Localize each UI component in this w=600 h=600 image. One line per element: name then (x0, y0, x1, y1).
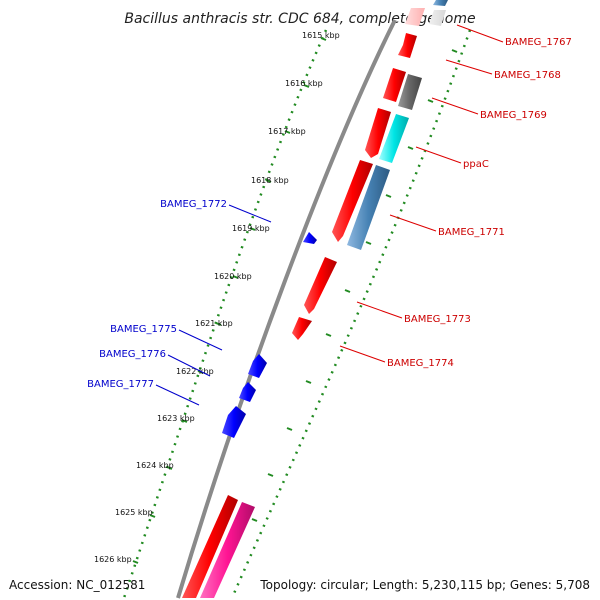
gene-bameg-1769[interactable] (365, 108, 391, 158)
gene-bameg-1777[interactable] (222, 406, 246, 438)
gene-label-bameg-1771[interactable]: BAMEG_1771 (438, 227, 505, 238)
tick-labels: 1615 kbp 1616 kbp 1617 kbp 1618 kbp 1619… (94, 31, 340, 564)
gene-bameg-1772[interactable] (303, 232, 317, 244)
tick-marks (132, 37, 327, 564)
leader-bameg-1776 (167, 354, 211, 377)
tick-mark (132, 560, 139, 564)
tick-mark (407, 146, 414, 150)
leader-ppac (415, 146, 462, 164)
leader-bameg-1772 (228, 204, 272, 223)
tick-mark (249, 227, 256, 231)
tick-label: 1626 kbp (94, 555, 132, 564)
tick-label: 1623 kbp (157, 414, 195, 423)
leader-bameg-1777 (155, 384, 200, 406)
gene-label-bameg-1777[interactable]: BAMEG_1777 (87, 379, 154, 390)
tick-label: 1625 kbp (115, 508, 153, 517)
feature-misc-bottom[interactable] (200, 502, 255, 598)
tick-mark (325, 333, 332, 337)
reverse-gene-labels: BAMEG_1772 BAMEG_1775 BAMEG_1776 BAMEG_1… (87, 199, 227, 390)
feature-ppac-trna[interactable] (379, 114, 409, 163)
faded-feature (429, 10, 446, 26)
outer-tick-ring (230, 29, 472, 599)
tick-label: 1618 kbp (251, 176, 289, 185)
leader-bameg-1775 (178, 329, 223, 351)
tick-mark (344, 289, 351, 293)
map-title: Bacillus anthracis str. CDC 684, complet… (124, 11, 475, 27)
genome-backbone (176, 19, 397, 599)
tick-label: 1619 kbp (232, 224, 270, 233)
tick-mark (305, 380, 312, 384)
tick-mark (251, 518, 258, 522)
gene-label-ppac[interactable]: ppaC (463, 159, 489, 170)
feature-bameg-1768-pseudo[interactable] (398, 74, 422, 110)
faded-gene-bameg-1767[interactable] (405, 8, 425, 26)
tick-label: 1621 kbp (195, 319, 233, 328)
leader-bameg-1771 (389, 214, 437, 232)
gene-label-bameg-1767[interactable]: BAMEG_1767 (505, 37, 572, 48)
genome-stats-text: Topology: circular; Length: 5,230,115 bp… (260, 578, 590, 592)
gene-bameg-1771[interactable] (332, 160, 373, 242)
inner-tick-ring (122, 29, 328, 599)
tick-mark (451, 49, 458, 53)
forward-leader-lines (339, 24, 504, 363)
tick-mark (197, 370, 204, 374)
gene-bameg-1776[interactable] (239, 382, 256, 402)
tick-mark (215, 322, 222, 326)
leader-bameg-1769 (431, 97, 479, 115)
gene-bameg-1774[interactable] (292, 317, 312, 340)
tick-mark (303, 84, 310, 88)
reverse-leader-lines (155, 204, 272, 406)
tick-mark (320, 37, 327, 41)
gene-label-bameg-1776[interactable]: BAMEG_1776 (99, 349, 166, 360)
faded-feature-top (433, 0, 448, 6)
tick-label: 1615 kbp (302, 31, 340, 40)
gene-label-bameg-1768[interactable]: BAMEG_1768 (494, 70, 561, 81)
accession-text: Accession: NC_012581 (9, 578, 146, 592)
tick-mark (286, 427, 293, 431)
leader-bameg-1774 (339, 345, 386, 363)
gene-bameg-1768[interactable] (383, 68, 406, 102)
tick-label: 1620 kbp (214, 272, 252, 281)
tick-mark (149, 514, 156, 518)
tick-label: 1624 kbp (136, 461, 174, 470)
tick-mark (365, 241, 372, 245)
leader-bameg-1773 (356, 301, 403, 319)
gene-label-bameg-1775[interactable]: BAMEG_1775 (110, 324, 177, 335)
tick-mark (427, 99, 434, 103)
gene-bameg-1775[interactable] (248, 354, 267, 378)
tick-mark (181, 419, 188, 423)
tick-mark (265, 179, 272, 183)
gene-label-bameg-1769[interactable]: BAMEG_1769 (480, 110, 547, 121)
gene-label-bameg-1773[interactable]: BAMEG_1773 (404, 314, 471, 325)
tick-label: 1617 kbp (268, 127, 306, 136)
gene-bameg-1773[interactable] (304, 257, 337, 314)
forward-gene-labels: BAMEG_1767 BAMEG_1768 BAMEG_1769 ppaC BA… (387, 37, 572, 369)
leader-bameg-1767 (456, 24, 504, 43)
tick-mark (166, 466, 173, 470)
gene-label-bameg-1772[interactable]: BAMEG_1772 (160, 199, 227, 210)
tick-mark (284, 130, 291, 134)
feature-bameg-1771-other[interactable] (347, 165, 390, 250)
gene-forward-bottom[interactable] (182, 495, 238, 598)
tick-label: 1622 kbp (176, 367, 214, 376)
tick-mark (267, 473, 274, 477)
tick-mark (232, 275, 239, 279)
gene-bameg-1767[interactable] (398, 33, 417, 58)
gene-label-bameg-1774[interactable]: BAMEG_1774 (387, 358, 454, 369)
outer-tick-marks (251, 49, 458, 522)
tick-label: 1616 kbp (285, 79, 323, 88)
leader-bameg-1768 (445, 59, 493, 75)
tick-mark (385, 194, 392, 198)
